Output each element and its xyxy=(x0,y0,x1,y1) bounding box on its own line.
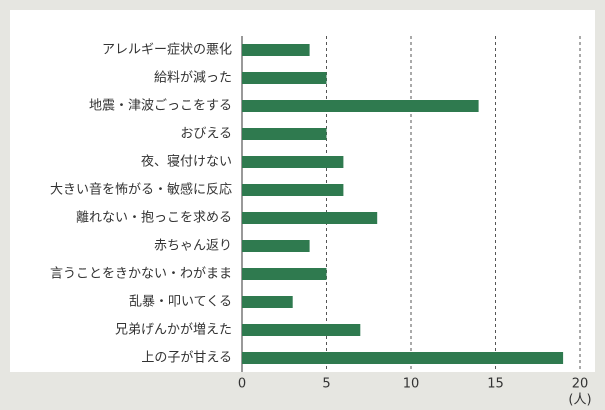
x-tick-label: 5 xyxy=(322,377,330,392)
bar xyxy=(242,72,327,84)
y-tick-label: 夜、寝付けない xyxy=(141,154,232,170)
y-tick-label: 地震・津波ごっこをする xyxy=(89,98,232,114)
x-unit: (人) xyxy=(568,393,591,408)
bar xyxy=(242,100,479,112)
y-tick-label: 兄弟げんかが増えた xyxy=(115,323,232,338)
y-tick-label: 上の子が甘える xyxy=(141,351,232,366)
y-tick-label: おびえる xyxy=(180,127,232,142)
bar xyxy=(242,352,563,364)
x-tick-label: 0 xyxy=(238,377,246,392)
y-tick-label: 言うことをきかない・わがまま xyxy=(50,267,232,282)
bar xyxy=(242,184,343,196)
bar xyxy=(242,296,293,308)
bar xyxy=(242,240,310,252)
bar xyxy=(242,268,327,280)
y-tick-label: アレルギー症状の悪化 xyxy=(102,43,232,58)
y-tick-label: 大きい音を怖がる・敏感に反応 xyxy=(50,182,232,198)
y-tick-label: 赤ちゃん返り xyxy=(154,239,232,254)
y-tick-label: 乱暴・叩いてくる xyxy=(129,295,232,310)
bar xyxy=(242,156,343,168)
y-tick-label: 給料が減った xyxy=(154,70,232,86)
y-tick-label: 離れない・抱っこを求める xyxy=(76,210,232,226)
bar xyxy=(242,128,327,140)
bar xyxy=(242,44,310,56)
bar xyxy=(242,324,360,336)
x-tick-label: 10 xyxy=(403,377,420,392)
x-tick-label: 15 xyxy=(487,377,504,392)
x-tick-label: 20 xyxy=(572,377,589,392)
bar xyxy=(242,212,377,224)
chart: 0 5 10 15 20(人) アレルギー症状の悪化給料が減った地震・津波ごっこをするおび… xyxy=(0,0,605,410)
